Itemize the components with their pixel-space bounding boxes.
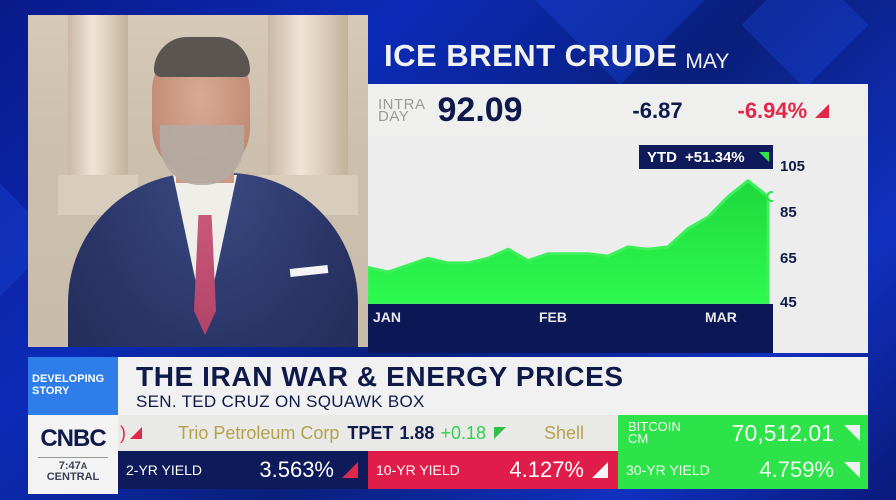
speaker-beard (160, 125, 244, 185)
cnbc-logo: CNBC (40, 425, 106, 452)
bitcoin-label: BITCOIN CM (628, 419, 728, 446)
yield-30yr-value: 4.759% (759, 457, 834, 482)
bitcoin-quote: BITCOIN CM 70,512.01 (618, 415, 868, 451)
quote-panel: ICE BRENT CRUDE MAY INTRA DAY 92.09 -6.8… (368, 30, 868, 353)
down-arrow-icon (130, 427, 142, 439)
up-arrow-icon (844, 462, 860, 478)
ticker-fragment: ) (120, 422, 126, 443)
y-tick-45: 45 (780, 294, 797, 311)
down-arrow-icon (815, 103, 830, 118)
x-tick-mar: MAR (705, 309, 737, 325)
yield-10yr-label: 10-YR YIELD (376, 462, 460, 478)
bitcoin-label-bottom: CM (628, 431, 649, 446)
quote-title: ICE BRENT CRUDE MAY (368, 30, 868, 84)
x-tick-feb: FEB (539, 309, 567, 325)
headline-box: THE IRAN WAR & ENERGY PRICES SEN. TED CR… (118, 357, 868, 415)
yield-30yr-label: 30-YR YIELD (626, 462, 710, 478)
subheadline: SEN. TED CRUZ ON SQUAWK BOX (136, 392, 425, 411)
percent-change-value: -6.94% (737, 97, 808, 123)
developing-story-tag: DEVELOPING STORY (28, 357, 118, 415)
down-arrow-icon (592, 462, 608, 478)
quote-row: INTRA DAY 92.09 -6.87 -6.94% (368, 84, 868, 137)
ticker-change: +0.18 (440, 422, 486, 443)
clock-time: 7:47 (58, 460, 81, 472)
bitcoin-value: 70,512.01 (731, 419, 834, 446)
tag-line-2: STORY (32, 385, 70, 397)
up-arrow-icon (759, 152, 769, 162)
x-tick-jan: JAN (373, 309, 402, 325)
ytd-label: YTD (647, 148, 677, 166)
live-video-feed (28, 15, 368, 347)
intraday-label-bottom: DAY (378, 107, 410, 125)
y-tick-105: 105 (780, 158, 806, 175)
yield-2yr: 2-YR YIELD 3.563% (118, 451, 368, 489)
headline: THE IRAN WAR & ENERGY PRICES (136, 361, 624, 392)
y-tick-65: 65 (780, 250, 797, 267)
down-arrow-icon (342, 462, 358, 478)
contract-month: MAY (685, 50, 730, 73)
price-chart: YTD +51.34% 105 85 65 45 JAN FEB MAR (368, 137, 868, 353)
bitcoin-label-top: BITCOIN (628, 419, 681, 434)
yield-10yr-value: 4.127% (509, 457, 584, 482)
ticker-symbol: TPET (347, 422, 394, 443)
clock-meridiem: A (80, 461, 88, 471)
ticker-price: 1.88 (399, 422, 435, 443)
ticker-next-company: Shell (544, 422, 585, 443)
yield-2yr-value: 3.563% (259, 457, 334, 482)
up-arrow-icon (844, 425, 860, 441)
net-change: -6.87 (632, 97, 683, 123)
instrument-name: ICE BRENT CRUDE (384, 38, 678, 73)
speaker-tie (194, 215, 216, 335)
yield-2yr-label: 2-YR YIELD (126, 462, 202, 478)
yield-10yr: 10-YR YIELD 4.127% (368, 451, 618, 489)
yield-30yr: 30-YR YIELD 4.759% (618, 451, 868, 489)
last-price: 92.09 (437, 91, 523, 129)
ytd-value: +51.34% (685, 148, 745, 166)
ytd-badge: YTD +51.34% (639, 145, 773, 169)
percent-change: -6.94% (738, 98, 830, 124)
area-chart-plot (368, 179, 773, 306)
intraday-label: INTRA DAY (378, 95, 426, 125)
x-axis-band (368, 304, 773, 353)
up-arrow-icon (494, 427, 506, 439)
tag-line-1: DEVELOPING (32, 373, 105, 385)
ticker-company: Trio Petroleum Corp (178, 422, 340, 443)
network-bug: CNBC 7:47A CENTRAL (28, 415, 118, 494)
clock: 7:47A CENTRAL (28, 461, 118, 483)
treasury-yields: 2-YR YIELD 3.563% 10-YR YIELD 4.127% 30-… (118, 451, 868, 489)
clock-timezone: CENTRAL (46, 471, 100, 483)
y-tick-85: 85 (780, 204, 797, 221)
speaker-hair (154, 37, 250, 77)
logo-divider (38, 457, 108, 458)
intraday-label-top: INTRA (378, 95, 426, 113)
